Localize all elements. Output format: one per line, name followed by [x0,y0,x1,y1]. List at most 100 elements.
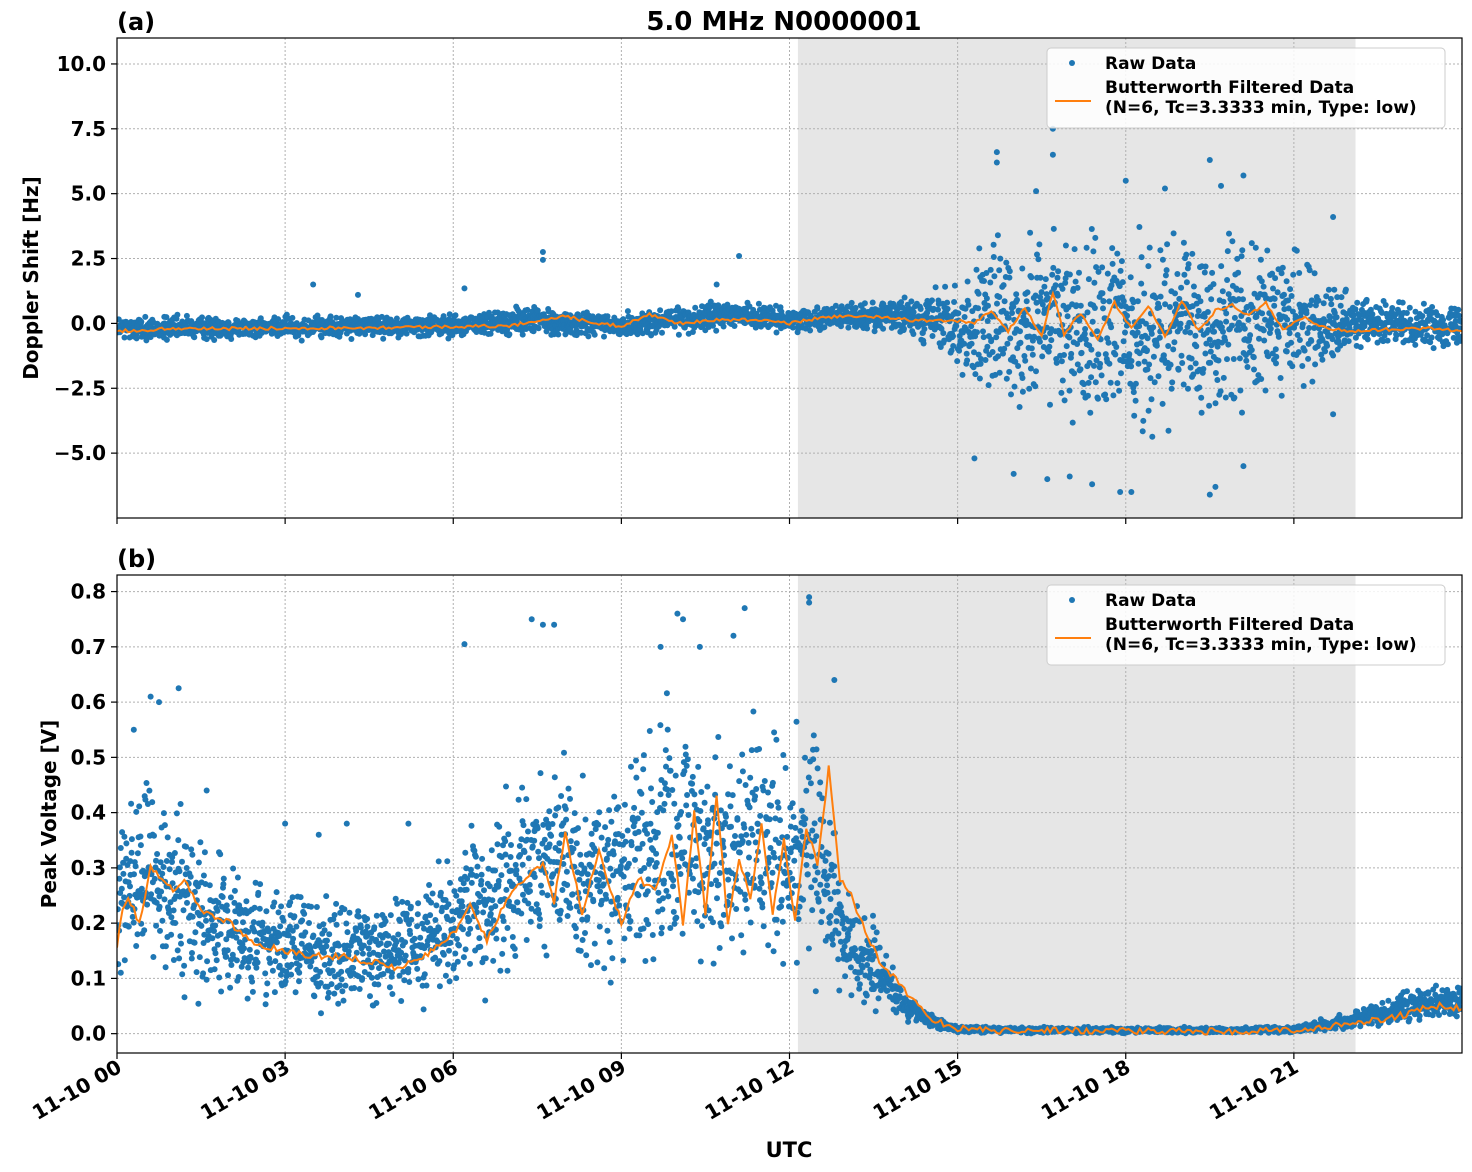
raw-data-point [1087,409,1094,416]
raw-data-point [557,907,564,914]
raw-data-point [573,933,580,940]
raw-data-point [1279,264,1286,271]
raw-data-point [539,256,546,263]
raw-data-point [579,937,586,943]
panel-label: (a) [117,8,155,36]
raw-data-point [148,891,155,898]
raw-data-point [1163,267,1170,274]
raw-data-point [1384,337,1391,344]
raw-data-point [281,953,288,960]
raw-data-point [715,734,722,740]
raw-data-point [739,768,746,775]
raw-data-point [1225,291,1232,298]
raw-data-point [225,319,232,326]
raw-data-point [1222,394,1229,401]
raw-data-point [1014,345,1021,352]
raw-data-point [240,919,246,926]
raw-data-point [188,846,195,853]
raw-data-point [1092,379,1099,386]
raw-data-point [1202,263,1209,270]
raw-data-point [156,893,163,900]
raw-data-point [1128,358,1135,364]
raw-data-point [582,930,588,936]
raw-data-point [1226,230,1232,237]
raw-data-point [478,871,485,878]
raw-data-point [1153,342,1160,349]
raw-data-point [1044,476,1051,483]
raw-data-point [177,933,184,940]
raw-data-point [1167,361,1174,368]
raw-data-point [1178,284,1185,291]
raw-data-point [1050,225,1057,232]
raw-data-point [169,859,175,865]
raw-data-point [288,971,295,978]
raw-data-point [983,295,990,302]
raw-data-point [1269,270,1276,277]
raw-data-point [377,940,384,947]
raw-data-point [1165,427,1172,434]
raw-data-point [1363,296,1370,303]
raw-data-point [1262,387,1269,394]
raw-data-point [777,817,783,824]
raw-data-point [1234,255,1241,262]
raw-data-point [497,967,504,974]
raw-data-point [1399,299,1406,306]
raw-data-point [551,774,558,781]
raw-data-point [285,932,292,939]
raw-data-point [661,800,668,807]
raw-data-point [1239,247,1246,254]
raw-data-point [710,919,716,926]
raw-data-point [942,283,949,290]
raw-data-point [168,931,175,938]
raw-data-point [951,299,958,305]
raw-data-point [1050,264,1057,271]
raw-data-point [784,833,791,840]
raw-data-point [1241,325,1248,332]
raw-data-point [995,353,1002,360]
raw-data-point [595,821,602,828]
raw-data-point [596,809,603,816]
y-tick-label: 0.0 [71,311,106,335]
filtered-line [117,290,1462,342]
raw-data-point [698,789,705,795]
raw-data-point [929,333,936,339]
raw-data-point [804,871,811,878]
raw-data-point [216,974,223,981]
raw-data-point [1155,373,1162,380]
raw-data-point [414,965,421,972]
raw-data-point [402,952,409,959]
raw-data-point [718,923,725,930]
raw-data-point [1064,313,1071,320]
raw-data-point [1240,463,1247,470]
raw-data-point [739,837,746,844]
raw-data-point [1352,306,1359,313]
raw-data-point [1198,394,1205,401]
raw-data-point [461,285,468,292]
raw-data-point [1215,357,1222,364]
raw-data-point [515,796,522,803]
raw-data-point [778,903,785,910]
raw-data-point [1458,333,1462,340]
raw-data-point [994,232,1001,239]
raw-data-point [1403,310,1410,316]
raw-data-point [864,325,871,332]
raw-data-point [149,799,156,806]
raw-data-point [1033,188,1040,195]
raw-data-point [453,936,460,942]
raw-data-point [1188,355,1195,362]
raw-data-point [1019,388,1026,395]
raw-data-point [1231,394,1238,401]
raw-data-point [1090,248,1097,255]
raw-data-point [195,883,201,890]
raw-data-point [1201,313,1208,320]
raw-data-point [1200,366,1207,372]
raw-data-point [545,824,552,831]
raw-data-point [991,273,998,280]
raw-data-point [512,861,519,868]
raw-data-point [1271,302,1278,309]
raw-data-point [811,877,818,884]
raw-data-point [283,968,290,975]
raw-data-point [196,954,203,961]
raw-data-point [426,882,433,888]
raw-data-point [271,989,278,996]
